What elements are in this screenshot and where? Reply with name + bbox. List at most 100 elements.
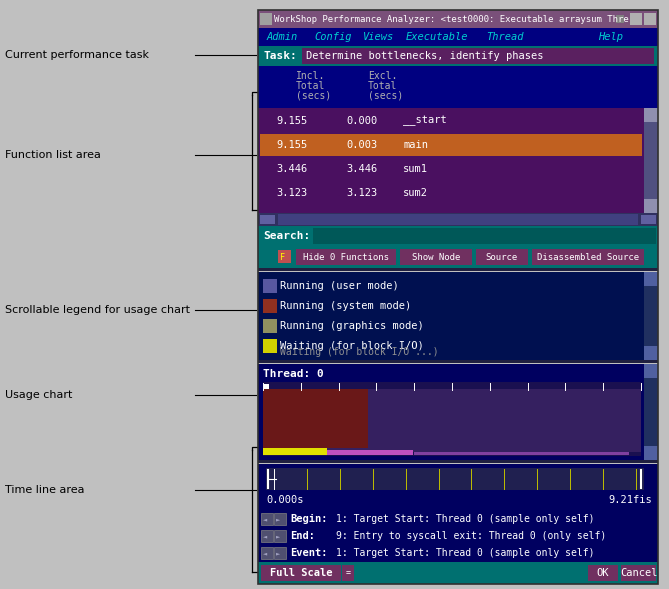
Bar [260, 134, 642, 156]
Text: Total: Total [296, 81, 325, 91]
Bar [641, 215, 656, 224]
Bar [264, 384, 269, 389]
Text: 3.123: 3.123 [347, 188, 378, 198]
Text: WorkShop Performance Analyzer: <test0000: Executable arraysum Thre: WorkShop Performance Analyzer: <test0000… [274, 15, 629, 24]
Bar [261, 530, 273, 542]
Bar [266, 468, 644, 490]
Bar [261, 565, 341, 581]
Text: Event:: Event: [290, 548, 328, 558]
Bar [258, 10, 658, 28]
Bar [258, 364, 658, 460]
Bar [342, 565, 354, 581]
Bar [258, 10, 658, 584]
Text: sum2: sum2 [403, 188, 428, 198]
Bar [400, 249, 472, 265]
Text: Help: Help [598, 32, 623, 42]
Text: 0.000: 0.000 [347, 116, 378, 126]
Bar [260, 215, 275, 224]
Text: Config: Config [314, 32, 351, 42]
Bar [258, 360, 658, 363]
Text: Excl.: Excl. [368, 71, 397, 81]
Text: __start: __start [403, 116, 447, 126]
Text: F: F [280, 253, 285, 262]
Text: Usage chart: Usage chart [5, 390, 72, 400]
Bar [414, 452, 629, 455]
Bar [532, 249, 644, 265]
Bar [644, 446, 658, 460]
Bar [263, 299, 277, 313]
Text: ◄: ◄ [263, 550, 267, 556]
Text: (secs): (secs) [296, 91, 331, 101]
Text: OK: OK [597, 568, 609, 578]
Text: Views: Views [363, 32, 394, 42]
Text: Cancel: Cancel [620, 568, 658, 578]
Text: End:: End: [290, 531, 315, 541]
Bar [258, 562, 658, 584]
Text: 3.446: 3.446 [277, 164, 308, 174]
Bar [644, 364, 658, 460]
Text: Running (graphics mode): Running (graphics mode) [280, 321, 423, 331]
Bar [476, 249, 528, 265]
Text: Waiting (for block I/O): Waiting (for block I/O) [280, 341, 423, 351]
Bar [258, 226, 658, 246]
Text: Incl.: Incl. [296, 71, 325, 81]
Text: 0.000s: 0.000s [266, 495, 304, 505]
Bar [258, 28, 658, 46]
Bar [263, 279, 277, 293]
Bar [296, 249, 396, 265]
Bar [258, 510, 658, 562]
Text: 9.155: 9.155 [277, 116, 308, 126]
Text: Scrollable legend for usage chart: Scrollable legend for usage chart [5, 305, 190, 315]
Text: ►: ► [276, 550, 280, 556]
Text: ◄: ◄ [263, 533, 267, 539]
Text: 9.21fis: 9.21fis [608, 495, 652, 505]
Bar [644, 364, 658, 378]
Bar [327, 450, 413, 455]
Text: ►: ► [276, 516, 280, 522]
Bar [621, 565, 656, 581]
Bar [278, 214, 638, 225]
Bar [644, 199, 658, 213]
Text: =: = [345, 568, 351, 577]
Bar [313, 228, 656, 244]
Bar [261, 547, 273, 559]
Text: 3.123: 3.123 [277, 188, 308, 198]
Text: Thread: 0: Thread: 0 [263, 369, 324, 379]
Text: 3.446: 3.446 [347, 164, 378, 174]
Text: 1: Target Start: Thread 0 (sample only self): 1: Target Start: Thread 0 (sample only s… [336, 514, 595, 524]
Text: Function list area: Function list area [5, 150, 101, 160]
Bar [278, 250, 291, 263]
Bar [644, 272, 658, 360]
Bar [258, 268, 658, 271]
Text: Waiting (for block I/O ...): Waiting (for block I/O ...) [280, 347, 439, 357]
Bar [630, 13, 642, 25]
Bar [258, 213, 658, 226]
Text: Hide 0 Functions: Hide 0 Functions [303, 253, 389, 262]
Bar [263, 339, 277, 353]
Bar [644, 13, 656, 25]
Bar [258, 66, 658, 108]
Bar [644, 108, 658, 122]
Bar [302, 48, 654, 64]
Bar [274, 513, 286, 525]
Bar [644, 272, 658, 286]
Text: ►: ► [276, 533, 280, 539]
Text: sum1: sum1 [403, 164, 428, 174]
Text: (secs): (secs) [368, 91, 403, 101]
Text: Total: Total [368, 81, 397, 91]
Text: Search:: Search: [263, 231, 310, 241]
Bar [258, 460, 658, 463]
Text: main: main [403, 140, 428, 150]
Bar [263, 389, 641, 452]
Bar [258, 272, 658, 360]
Bar [258, 464, 658, 510]
Bar [263, 389, 368, 448]
Text: Current performance task: Current performance task [5, 50, 149, 60]
Text: Task:: Task: [263, 51, 297, 61]
Bar [258, 246, 658, 268]
Bar [260, 13, 272, 25]
Bar [616, 15, 624, 23]
Text: Determine bottlenecks, identify phases: Determine bottlenecks, identify phases [306, 51, 543, 61]
Bar [261, 513, 273, 525]
Bar [263, 448, 327, 455]
